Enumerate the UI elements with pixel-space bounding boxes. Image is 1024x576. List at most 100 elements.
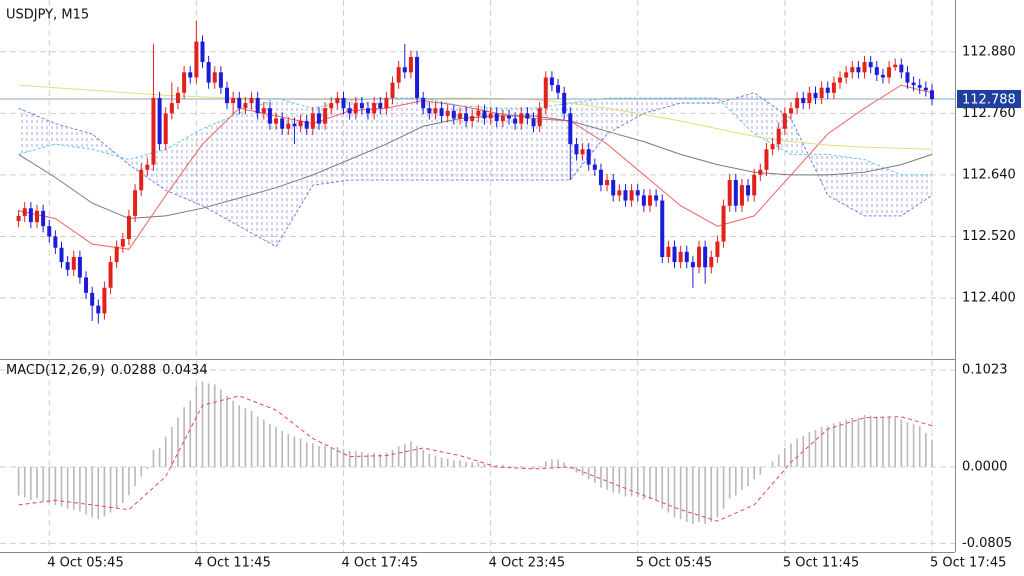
candle-body <box>84 277 89 293</box>
candle-body <box>739 185 744 206</box>
candle-body <box>654 195 659 201</box>
macd-title: MACD(12,26,9) <box>6 363 105 378</box>
candle-body <box>194 41 199 78</box>
candle-body <box>77 256 82 278</box>
candle-body <box>225 87 230 104</box>
candle-body <box>862 62 867 73</box>
candle-body <box>672 246 677 263</box>
candle-body <box>90 292 95 306</box>
candle-body <box>770 144 775 150</box>
candle-body <box>911 82 916 86</box>
candle-body <box>543 77 548 109</box>
candle-body <box>880 74 885 78</box>
candle-body <box>519 113 524 124</box>
last-price-box <box>957 89 1021 108</box>
candle-body <box>28 208 33 223</box>
candle-body <box>133 190 138 216</box>
candle-body <box>59 247 64 263</box>
candle-body <box>323 108 328 124</box>
candle-body <box>666 246 671 257</box>
cloud-layer <box>18 92 932 247</box>
candle-body <box>568 113 573 145</box>
candle-body <box>513 118 518 124</box>
macd-signal: 0.0434 <box>162 363 208 378</box>
candle-body <box>415 56 420 98</box>
candle-body <box>16 215 21 222</box>
candle-body <box>200 41 205 63</box>
candle-body <box>163 113 168 145</box>
candle-body <box>145 164 150 170</box>
candle-body <box>776 128 781 145</box>
y-tick-label: 112.760 <box>962 106 1016 121</box>
candle-body <box>102 287 107 314</box>
candle-body <box>261 108 266 114</box>
candle-body <box>188 72 193 78</box>
candle-body <box>139 169 144 191</box>
candle-body <box>53 236 58 248</box>
candle-body <box>678 251 683 263</box>
indicator-line <box>18 97 932 176</box>
ichimoku-cloud <box>18 92 932 247</box>
candle-body <box>746 185 751 196</box>
candle-body <box>22 208 27 216</box>
y-tick-label: 112.520 <box>962 229 1016 244</box>
candle-body <box>310 113 315 129</box>
candle-body <box>286 123 291 129</box>
candle-body <box>690 262 695 268</box>
x-tick-label: 4 Oct 17:45 <box>341 556 417 571</box>
candle-body <box>844 72 849 78</box>
candle-body <box>641 195 646 206</box>
candle-body <box>660 200 665 257</box>
candle-body <box>807 92 812 104</box>
candle-body <box>923 87 928 91</box>
x-tick-label: 5 Oct 05:45 <box>636 556 712 571</box>
candle-body <box>507 115 511 119</box>
candle-body <box>304 121 309 129</box>
candle-body <box>709 256 714 268</box>
candle-body <box>212 72 217 83</box>
candle-body <box>372 103 377 114</box>
y-tick-label: 112.640 <box>962 167 1016 182</box>
candle-body <box>715 241 720 257</box>
candle-body <box>825 87 830 93</box>
candle-body <box>41 210 46 227</box>
macd-main: 0.0288 <box>111 363 157 378</box>
candle-body <box>359 103 364 109</box>
candle-body <box>850 67 855 73</box>
candle-body <box>249 97 254 104</box>
candle-body <box>329 103 334 109</box>
x-tick-label: 4 Oct 23:45 <box>489 556 565 571</box>
candle-body <box>274 118 279 124</box>
candle-body <box>96 305 101 314</box>
candle-body <box>427 108 432 114</box>
candle-body <box>108 262 113 288</box>
y-tick-label: 112.880 <box>962 44 1016 59</box>
last-price-label: 112.788 <box>962 92 1016 107</box>
x-tick-label: 5 Oct 17:45 <box>930 556 1006 571</box>
candle-body <box>868 62 873 68</box>
candle-body <box>819 87 824 98</box>
candle-body <box>175 92 180 104</box>
candle-body <box>341 97 346 109</box>
candle-body <box>831 82 836 93</box>
y-tick-label: 0.1023 <box>962 362 1008 377</box>
candle-body <box>34 210 39 223</box>
candle-body <box>157 97 162 145</box>
candle-body <box>684 251 689 263</box>
candle-body <box>549 77 554 86</box>
candle-body <box>384 97 389 109</box>
candle-body <box>795 97 800 109</box>
candle-body <box>838 77 843 83</box>
candle-body <box>917 85 922 88</box>
x-tick-label: 4 Oct 05:45 <box>47 556 123 571</box>
candle-body <box>451 110 456 119</box>
candle-body <box>525 113 530 119</box>
candle-body <box>298 121 303 127</box>
candle-body <box>280 118 285 129</box>
grid-layer <box>0 0 955 552</box>
candle-body <box>457 113 462 119</box>
candle-body <box>396 67 401 83</box>
candle-body <box>500 115 505 122</box>
candle-body <box>237 97 242 109</box>
